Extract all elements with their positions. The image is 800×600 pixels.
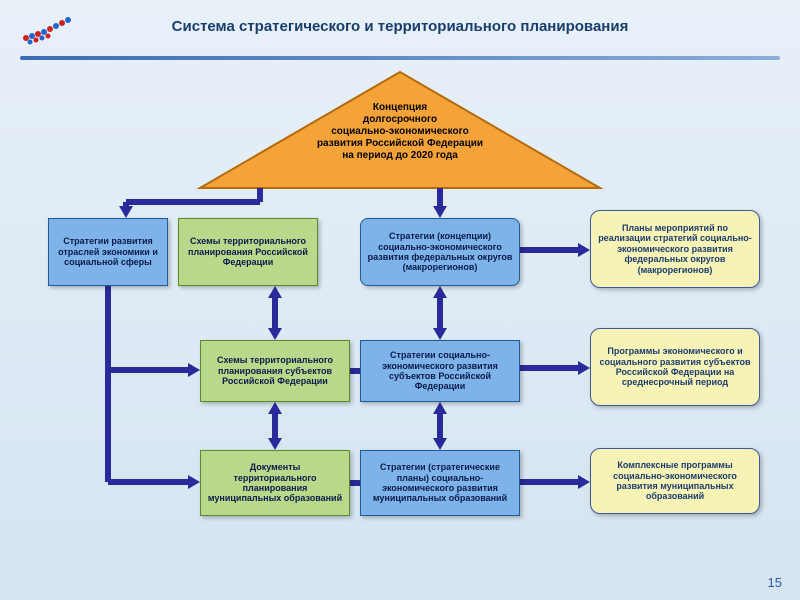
node-label: Стратегии (концепции) социально-экономич… bbox=[367, 231, 513, 272]
node-label: Комплексные программы социально-экономич… bbox=[597, 460, 753, 501]
node-b_blue_muni: Стратегии (стратегические планы) социаль… bbox=[360, 450, 520, 516]
node-label: Стратегии (стратегические планы) социаль… bbox=[367, 462, 513, 503]
node-b_blue_sectors: Стратегии развития отраслей экономики и … bbox=[48, 218, 168, 286]
arrow-a_tri_left bbox=[119, 188, 260, 218]
node-b_green_rf: Схемы территориального планирования Росс… bbox=[178, 218, 318, 286]
concept-triangle-label: Концепциядолгосрочногосоциально-экономич… bbox=[260, 102, 540, 162]
arrow-a_left_subj bbox=[108, 286, 200, 377]
arrow-a_subj_prog bbox=[520, 361, 590, 375]
node-b_green_subj: Схемы территориального планирования субъ… bbox=[200, 340, 350, 402]
node-label: Стратегии развития отраслей экономики и … bbox=[55, 236, 161, 267]
arrow-a_blue_subj_muni bbox=[433, 402, 447, 450]
arrow-a_muni_prog bbox=[520, 475, 590, 489]
node-b_blue_okrug: Стратегии (концепции) социально-экономич… bbox=[360, 218, 520, 286]
diagram-canvas: Концепциядолгосрочногосоциально-экономич… bbox=[0, 0, 800, 600]
node-label: Стратегии социально-экономического разви… bbox=[367, 350, 513, 391]
arrow-a_green_subj_rf bbox=[268, 286, 282, 340]
node-b_yel_muni: Комплексные программы социально-экономич… bbox=[590, 448, 760, 514]
node-label: Программы экономического и социального р… bbox=[597, 346, 753, 387]
arrow-a_okrug_subj bbox=[433, 286, 447, 340]
arrow-a_tri_mid bbox=[433, 188, 447, 218]
node-b_yel_prog: Программы экономического и социального р… bbox=[590, 328, 760, 406]
node-label: Схемы территориального планирования субъ… bbox=[207, 355, 343, 386]
node-label: Планы мероприятий по реализации стратеги… bbox=[597, 223, 753, 275]
arrow-a_left_muni bbox=[108, 370, 200, 489]
node-b_green_muni: Документы территориального планирования … bbox=[200, 450, 350, 516]
node-label: Документы территориального планирования … bbox=[207, 462, 343, 503]
node-b_yel_plans: Планы мероприятий по реализации стратеги… bbox=[590, 210, 760, 288]
page-number: 15 bbox=[768, 575, 782, 590]
node-b_blue_subj: Стратегии социально-экономического разви… bbox=[360, 340, 520, 402]
arrow-a_green_subj_muni bbox=[268, 402, 282, 450]
node-label: Схемы территориального планирования Росс… bbox=[185, 236, 311, 267]
arrow-a_okrug_plans bbox=[520, 243, 590, 257]
